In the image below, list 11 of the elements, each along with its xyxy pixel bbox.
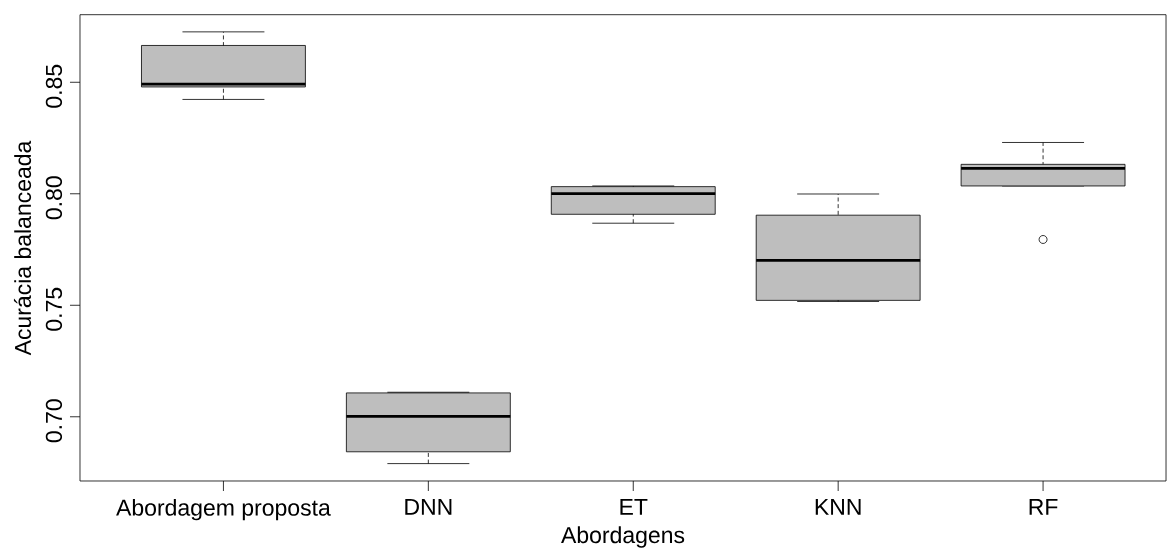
x-tick-label: ET xyxy=(620,498,648,515)
y-axis-title: Acurácia balanceada xyxy=(13,140,32,356)
y-tick-label: 0.75 xyxy=(45,287,63,331)
y-tick-label: 0.85 xyxy=(45,64,63,108)
x-tick-label: Abordagem proposta xyxy=(116,498,331,521)
y-tick-label: 0.80 xyxy=(45,176,63,220)
x-tick-label: DNN xyxy=(405,498,452,515)
x-tick-label: RF xyxy=(1029,498,1058,515)
x-axis-title: Abordagens xyxy=(561,526,685,548)
x-tick-label: KNN xyxy=(815,498,861,515)
y-tick-label: 0.70 xyxy=(45,399,63,443)
